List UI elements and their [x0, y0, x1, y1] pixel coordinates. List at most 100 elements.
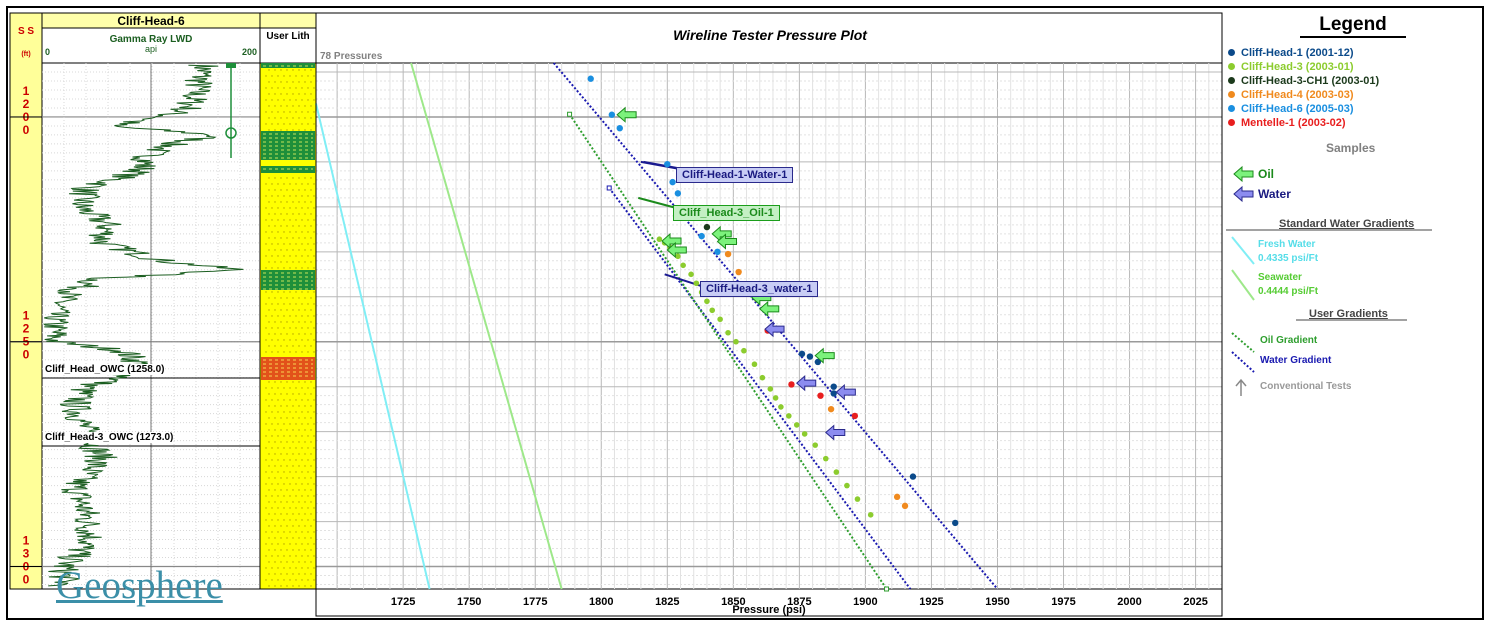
lith-sand-dot: [286, 321, 288, 323]
lith-sand-dot: [292, 513, 294, 515]
lith-sand-dot: [292, 213, 294, 215]
lith-sand-dot: [265, 579, 267, 581]
lith-sand-dot: [286, 69, 288, 71]
lith-sand-dot: [301, 423, 303, 425]
lith-sand-dot: [283, 99, 285, 101]
lith-sand-dot: [307, 87, 309, 89]
label-leader: [664, 273, 708, 289]
lith-sand-dot: [286, 477, 288, 479]
lith-sand-dot: [268, 309, 270, 311]
lith-sand-dot: [277, 243, 279, 245]
lith-sand-dot: [268, 261, 270, 263]
lith-sand-dot: [274, 405, 276, 407]
lith-sand-dot: [313, 255, 315, 257]
lith-sand-dot: [313, 291, 315, 293]
lith-sand-dot: [295, 111, 297, 113]
lith-sand-dot: [313, 471, 315, 473]
lith-sand-dot: [301, 531, 303, 533]
lith-sand-dot: [283, 303, 285, 305]
lith-sand-dot: [298, 201, 300, 203]
lith-layer: [261, 63, 315, 68]
lith-sand-dot: [280, 249, 282, 251]
data-point: [759, 374, 766, 381]
plot-grid: [316, 63, 1222, 589]
lith-sand-dot: [274, 201, 276, 203]
lith-sand-dot: [265, 471, 267, 473]
lith-sand-dot: [313, 351, 315, 353]
lith-sand-dot: [271, 387, 273, 389]
lith-sand-dot: [307, 579, 309, 581]
lith-sand-dot: [292, 105, 294, 107]
lith-sand-dot: [274, 441, 276, 443]
lith-sand-dot: [307, 483, 309, 485]
lith-sand-dot: [265, 339, 267, 341]
lith-sand-dot: [277, 555, 279, 557]
legend-well-label: Cliff-Head-4 (2003-03): [1241, 89, 1354, 101]
lith-sand-dot: [307, 471, 309, 473]
lith-sand-dot: [304, 525, 306, 527]
lith-sand-dot: [265, 459, 267, 461]
lith-sand-dot: [313, 99, 315, 101]
lith-sand-dot: [310, 213, 312, 215]
lith-sand-dot: [304, 501, 306, 503]
lith-sand-dot: [298, 585, 300, 587]
lith-sand-dot: [268, 333, 270, 335]
lith-sand-dot: [313, 315, 315, 317]
lith-sand-dot: [286, 333, 288, 335]
lith-sand-dot: [283, 231, 285, 233]
lith-sand-dot: [310, 237, 312, 239]
oil-arrow-icon: [716, 233, 737, 250]
legend-well: Cliff-Head-3-CH1 (2003-01): [1228, 75, 1379, 87]
lith-sand-dot: [310, 465, 312, 467]
lith-sand-dot: [274, 117, 276, 119]
lith-sand-dot: [304, 213, 306, 215]
lith-sand-dot: [292, 561, 294, 563]
lith-sand-dot: [295, 183, 297, 185]
lith-sand-dot: [277, 471, 279, 473]
legend-standard-heading: Standard Water Gradients: [1279, 218, 1415, 230]
lith-header-top: [259, 12, 317, 29]
lith-sand-dot: [283, 567, 285, 569]
data-point: [798, 350, 806, 358]
lith-sand-dot: [283, 111, 285, 113]
lith-sand-dot: [289, 519, 291, 521]
lith-sand-dot: [289, 111, 291, 113]
lith-sand-dot: [286, 105, 288, 107]
lith-sand-dot: [301, 555, 303, 557]
lith-sand-dot: [289, 75, 291, 77]
lith-sand-dot: [307, 459, 309, 461]
lith-sand-dot: [268, 573, 270, 575]
lith-sand-dot: [301, 243, 303, 245]
gr-header-box: [41, 27, 261, 64]
lith-sand-dot: [289, 183, 291, 185]
lith-sand-dot: [277, 327, 279, 329]
legend-fresh-water-line: [1231, 236, 1255, 265]
lith-sand-dot: [286, 393, 288, 395]
lith-sand-dot: [289, 99, 291, 101]
lith-sand-dot: [301, 195, 303, 197]
lith-sand-dot: [271, 471, 273, 473]
lith-sand-dot: [304, 405, 306, 407]
lith-sand-dot: [295, 315, 297, 317]
lith-sand-dot: [283, 219, 285, 221]
data-point: [772, 395, 779, 401]
data-point: [698, 232, 705, 240]
lith-sand-dot: [298, 177, 300, 179]
lith-sand-dot: [304, 585, 306, 587]
legend-dot-icon: [1228, 49, 1235, 56]
lith-sand-dot: [286, 93, 288, 95]
lith-sand-dot: [304, 297, 306, 299]
lith-sand-dot: [307, 207, 309, 209]
lith-sand-dot: [310, 129, 312, 131]
lith-sand-dot: [301, 87, 303, 89]
legend-well-label: Cliff-Head-1 (2001-12): [1241, 47, 1354, 59]
gamma-ray-curve: [42, 64, 244, 587]
legend-well-label: Cliff-Head-3 (2003-01): [1241, 61, 1354, 73]
lith-sand-dot: [310, 429, 312, 431]
lith-sand-dot: [277, 267, 279, 269]
lith-sand-dot: [265, 231, 267, 233]
data-point: [867, 512, 874, 518]
lith-sand-dot: [271, 519, 273, 521]
lith-sand-dot: [310, 393, 312, 395]
